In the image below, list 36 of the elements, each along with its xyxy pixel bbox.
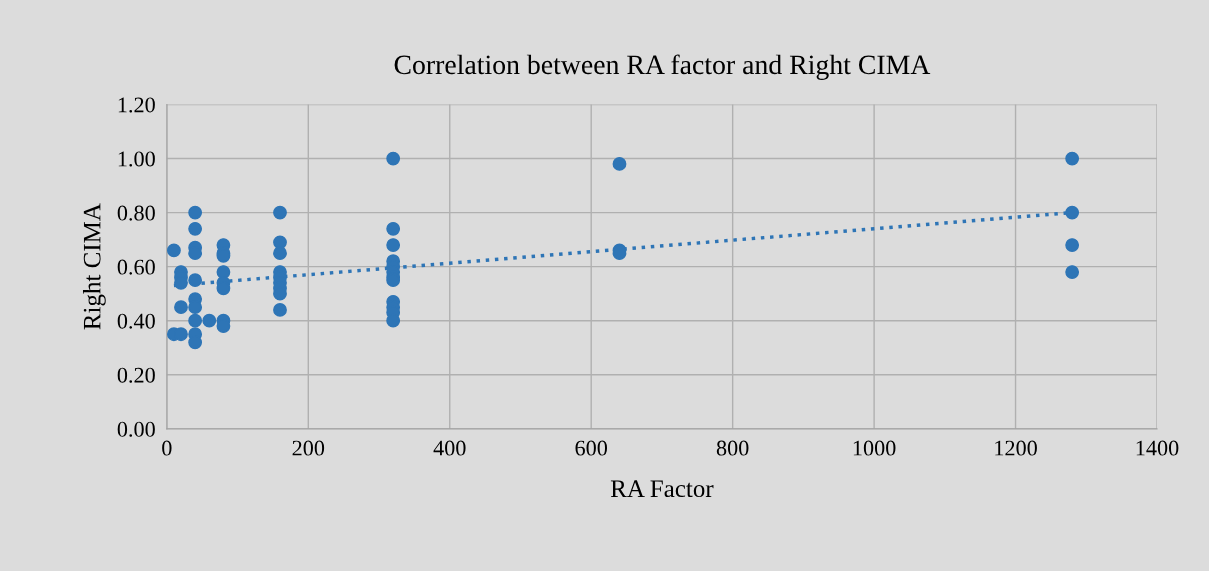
point <box>386 151 401 166</box>
y-axis-title: Right CIMA <box>82 203 106 330</box>
point <box>273 205 287 220</box>
y-tick-label: 0.60 <box>117 259 155 275</box>
point <box>188 205 203 220</box>
y-tick-label: 1.00 <box>118 151 155 167</box>
point <box>202 313 217 328</box>
x-tick-label: 0 <box>162 440 172 456</box>
point <box>386 221 401 236</box>
chart-title: Correlation between RA factor and Right CIMA <box>394 54 931 80</box>
y-tick-label: 1.20 <box>118 97 155 113</box>
x-tick-label: 800 <box>716 440 749 456</box>
x-tick-label: 600 <box>575 440 608 456</box>
x-tick-label: 200 <box>292 440 325 456</box>
x-tick-label: 1000 <box>853 440 896 456</box>
point <box>188 273 203 288</box>
point <box>273 302 287 317</box>
point <box>612 157 627 171</box>
y-tick-label: 0.80 <box>117 205 155 221</box>
x-axis-title: RA Factor <box>610 480 714 498</box>
y-tick-label: 0.00 <box>117 421 155 437</box>
point <box>188 313 203 328</box>
x-tick-label: 1400 <box>1136 440 1179 456</box>
x-tick-label: 400 <box>433 440 466 456</box>
point <box>1065 151 1080 166</box>
point <box>188 221 203 236</box>
y-tick-label: 0.20 <box>117 367 155 383</box>
point <box>1065 265 1080 279</box>
point <box>386 238 401 252</box>
point <box>174 300 188 315</box>
x-tick-label: 1200 <box>995 440 1037 456</box>
point <box>1065 238 1080 252</box>
point <box>273 246 287 261</box>
y-tick-label: 0.40 <box>117 313 155 329</box>
point <box>167 243 181 258</box>
point <box>1065 205 1080 220</box>
